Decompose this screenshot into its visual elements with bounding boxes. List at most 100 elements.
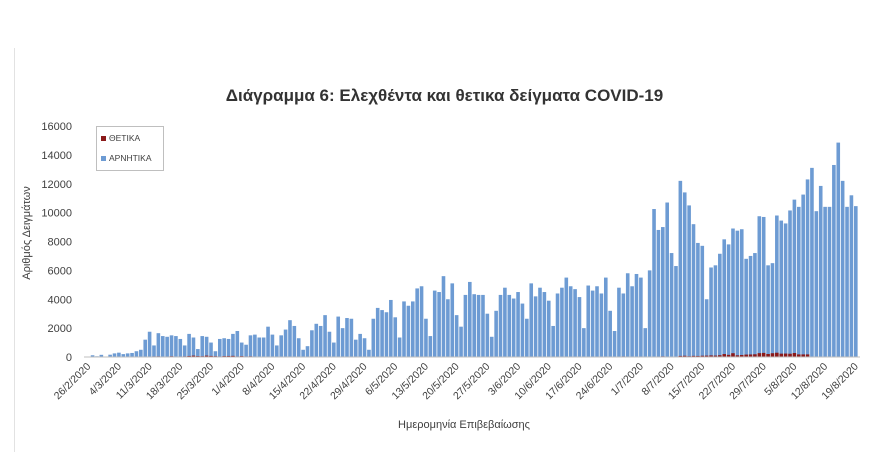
y-axis-ticks: 0 2000 4000 6000 8000 10000 12000 14000 16000 xyxy=(41,121,72,364)
bar-arnitika xyxy=(713,265,718,357)
bar-arnitika xyxy=(239,342,244,357)
bar-arnitika xyxy=(213,351,218,357)
bar-thetika xyxy=(792,353,797,357)
bar-arnitika xyxy=(253,334,257,357)
bar-arnitika xyxy=(691,224,696,357)
bar-arnitika xyxy=(739,229,744,357)
bar-arnitika xyxy=(336,316,341,357)
bar-arnitika xyxy=(415,288,419,357)
bar-arnitika xyxy=(779,220,784,357)
bar-arnitika xyxy=(814,211,819,357)
bar-arnitika xyxy=(854,206,858,357)
bar-arnitika xyxy=(647,270,652,358)
bar-arnitika xyxy=(283,329,288,357)
bar-arnitika xyxy=(599,293,604,357)
bar-thetika xyxy=(726,354,731,357)
bar-arnitika xyxy=(568,286,573,357)
bar-arnitika xyxy=(481,294,485,357)
bar-arnitika xyxy=(564,277,569,357)
bar-arnitika xyxy=(463,294,468,357)
bar-arnitika xyxy=(735,230,740,357)
bar-arnitika xyxy=(419,286,424,357)
bar-arnitika xyxy=(612,331,617,357)
bar-arnitika xyxy=(617,287,621,357)
bar-arnitika xyxy=(340,328,345,358)
legend-item-arnitika: ΑΡΝΗΤΙΚΑ xyxy=(101,153,152,163)
bar-arnitika xyxy=(174,336,178,357)
bar-arnitika xyxy=(332,342,336,357)
bar-arnitika xyxy=(656,229,661,357)
bar-arnitika xyxy=(178,338,183,357)
bar-arnitika xyxy=(682,192,687,357)
bar-arnitika xyxy=(257,337,262,357)
bar-arnitika xyxy=(121,354,126,357)
bar-arnitika xyxy=(757,216,762,357)
bar-arnitika xyxy=(90,355,95,357)
bar-arnitika xyxy=(437,292,441,357)
bar-arnitika xyxy=(630,286,634,357)
bar-thetika xyxy=(187,355,191,357)
bar-arnitika xyxy=(244,344,248,357)
bar-arnitika xyxy=(498,294,503,357)
x-axis-title: Ημερομηνία Επιβεβαίωσης xyxy=(398,419,530,431)
bar-arnitika xyxy=(511,298,516,357)
bar-arnitika xyxy=(634,273,639,357)
bar-arnitika xyxy=(301,349,305,357)
bar-arnitika xyxy=(160,336,165,357)
bar-arnitika xyxy=(796,206,801,357)
bar-arnitika xyxy=(318,325,323,357)
bar-thetika xyxy=(722,354,727,357)
y-tick-label: 4000 xyxy=(48,294,72,306)
bar-thetika xyxy=(704,355,709,357)
x-tick-label: 1/7/2020 xyxy=(609,361,646,398)
bar-arnitika xyxy=(367,349,371,357)
bar-arnitika xyxy=(832,164,836,357)
bar-arnitika xyxy=(209,342,213,357)
bar-thetika xyxy=(770,353,775,357)
bar-arnitika xyxy=(139,349,143,357)
bar-thetika xyxy=(744,354,748,357)
bar-arnitika xyxy=(718,253,722,357)
y-tick-label: 6000 xyxy=(48,265,72,277)
bar-arnitika xyxy=(191,337,196,357)
bar-arnitika xyxy=(590,290,595,357)
bar-arnitika xyxy=(704,299,709,357)
bar-arnitika xyxy=(428,336,433,357)
bar-arnitika xyxy=(226,338,231,357)
bar-thetika xyxy=(735,355,740,357)
bar-arnitika xyxy=(165,336,169,357)
bar-thetika xyxy=(766,353,770,357)
bar-arnitika xyxy=(375,307,380,357)
bar-arnitika xyxy=(231,333,235,357)
bar-arnitika xyxy=(305,346,310,357)
bar-thetika xyxy=(713,355,718,357)
bar-arnitika xyxy=(476,294,481,357)
bar-arnitika xyxy=(533,296,538,357)
bar-arnitika xyxy=(783,223,788,357)
legend-label-arnitika: ΑΡΝΗΤΙΚΑ xyxy=(109,153,152,163)
bar-arnitika xyxy=(573,289,577,357)
bar-arnitika xyxy=(700,245,705,357)
bar-arnitika xyxy=(823,206,827,357)
bar-thetika xyxy=(757,353,762,357)
bar-arnitika xyxy=(182,345,187,357)
bar-arnitika xyxy=(639,277,643,357)
bar-arnitika xyxy=(696,242,700,357)
y-axis-title: Αριθμός Δειγμάτων xyxy=(21,186,33,280)
bar-arnitika xyxy=(222,338,226,357)
bar-arnitika xyxy=(546,300,551,357)
bar-arnitika xyxy=(454,315,459,357)
bar-arnitika xyxy=(441,276,446,357)
bar-arnitika xyxy=(349,318,354,357)
bar-arnitika xyxy=(108,354,112,357)
bar-thetika xyxy=(761,352,766,357)
bar-arnitika xyxy=(310,330,314,357)
bar-arnitika xyxy=(766,265,770,357)
y-tick-label: 16000 xyxy=(41,121,72,133)
bar-thetika xyxy=(775,352,779,357)
bar-arnitika xyxy=(472,294,476,357)
bar-thetika xyxy=(682,355,687,357)
bar-arnitika xyxy=(525,318,529,357)
bar-arnitika xyxy=(810,167,814,357)
